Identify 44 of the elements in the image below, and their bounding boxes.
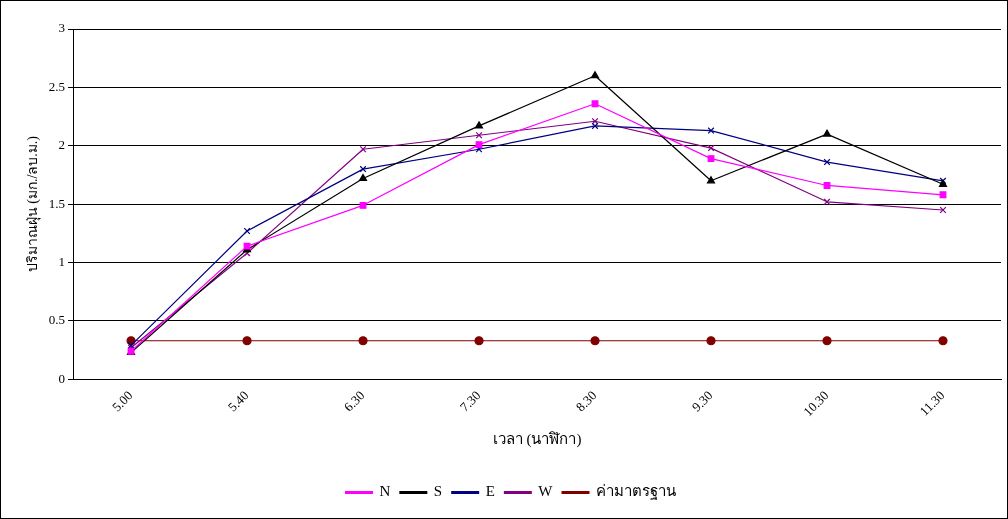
point <box>823 158 831 166</box>
point <box>359 201 367 209</box>
point <box>591 100 599 108</box>
point <box>706 336 716 346</box>
x-tick-label: 9.30 <box>688 387 716 415</box>
legend-label: E <box>485 483 495 500</box>
y-tick-label: 0 <box>58 370 66 386</box>
point <box>707 127 715 135</box>
point <box>242 336 252 346</box>
point <box>474 336 484 346</box>
point <box>823 182 831 189</box>
point <box>823 198 831 206</box>
point <box>591 122 599 130</box>
point <box>938 336 948 346</box>
legend-label: N <box>379 483 391 500</box>
point <box>359 145 367 153</box>
y-tick-label: 2 <box>58 137 66 153</box>
x-tick-label: 5.00 <box>108 387 136 415</box>
point <box>475 131 483 139</box>
point <box>474 121 484 129</box>
y-tick-label: 1.5 <box>48 195 66 211</box>
y-tick-label: 0.5 <box>48 312 66 328</box>
point <box>707 155 715 163</box>
x-axis-title: เวลา (นาฬิกา) <box>492 430 582 448</box>
x-tick-label: 8.30 <box>572 387 600 415</box>
point <box>822 336 832 346</box>
y-tick-label: 3 <box>58 20 66 36</box>
point <box>358 336 368 346</box>
y-tick-label: 1 <box>58 253 66 269</box>
point <box>822 129 832 137</box>
legend-label: W <box>538 483 554 500</box>
y-axis-title: ปริมาณฝุ่น (มก./ลบ.ม.) <box>25 135 42 273</box>
x-tick-label: 6.30 <box>340 387 368 415</box>
y-tick-label: 2.5 <box>48 78 66 94</box>
point <box>706 176 716 184</box>
x-tick-label: 7.30 <box>456 387 484 415</box>
legend-label: S <box>433 483 443 500</box>
point <box>358 173 368 182</box>
legend-label: ค่ามาตรฐาน <box>596 483 676 501</box>
x-tick-label: 5.40 <box>224 387 252 415</box>
point <box>590 71 600 79</box>
point <box>939 191 947 199</box>
point <box>590 336 600 346</box>
point <box>475 141 483 149</box>
